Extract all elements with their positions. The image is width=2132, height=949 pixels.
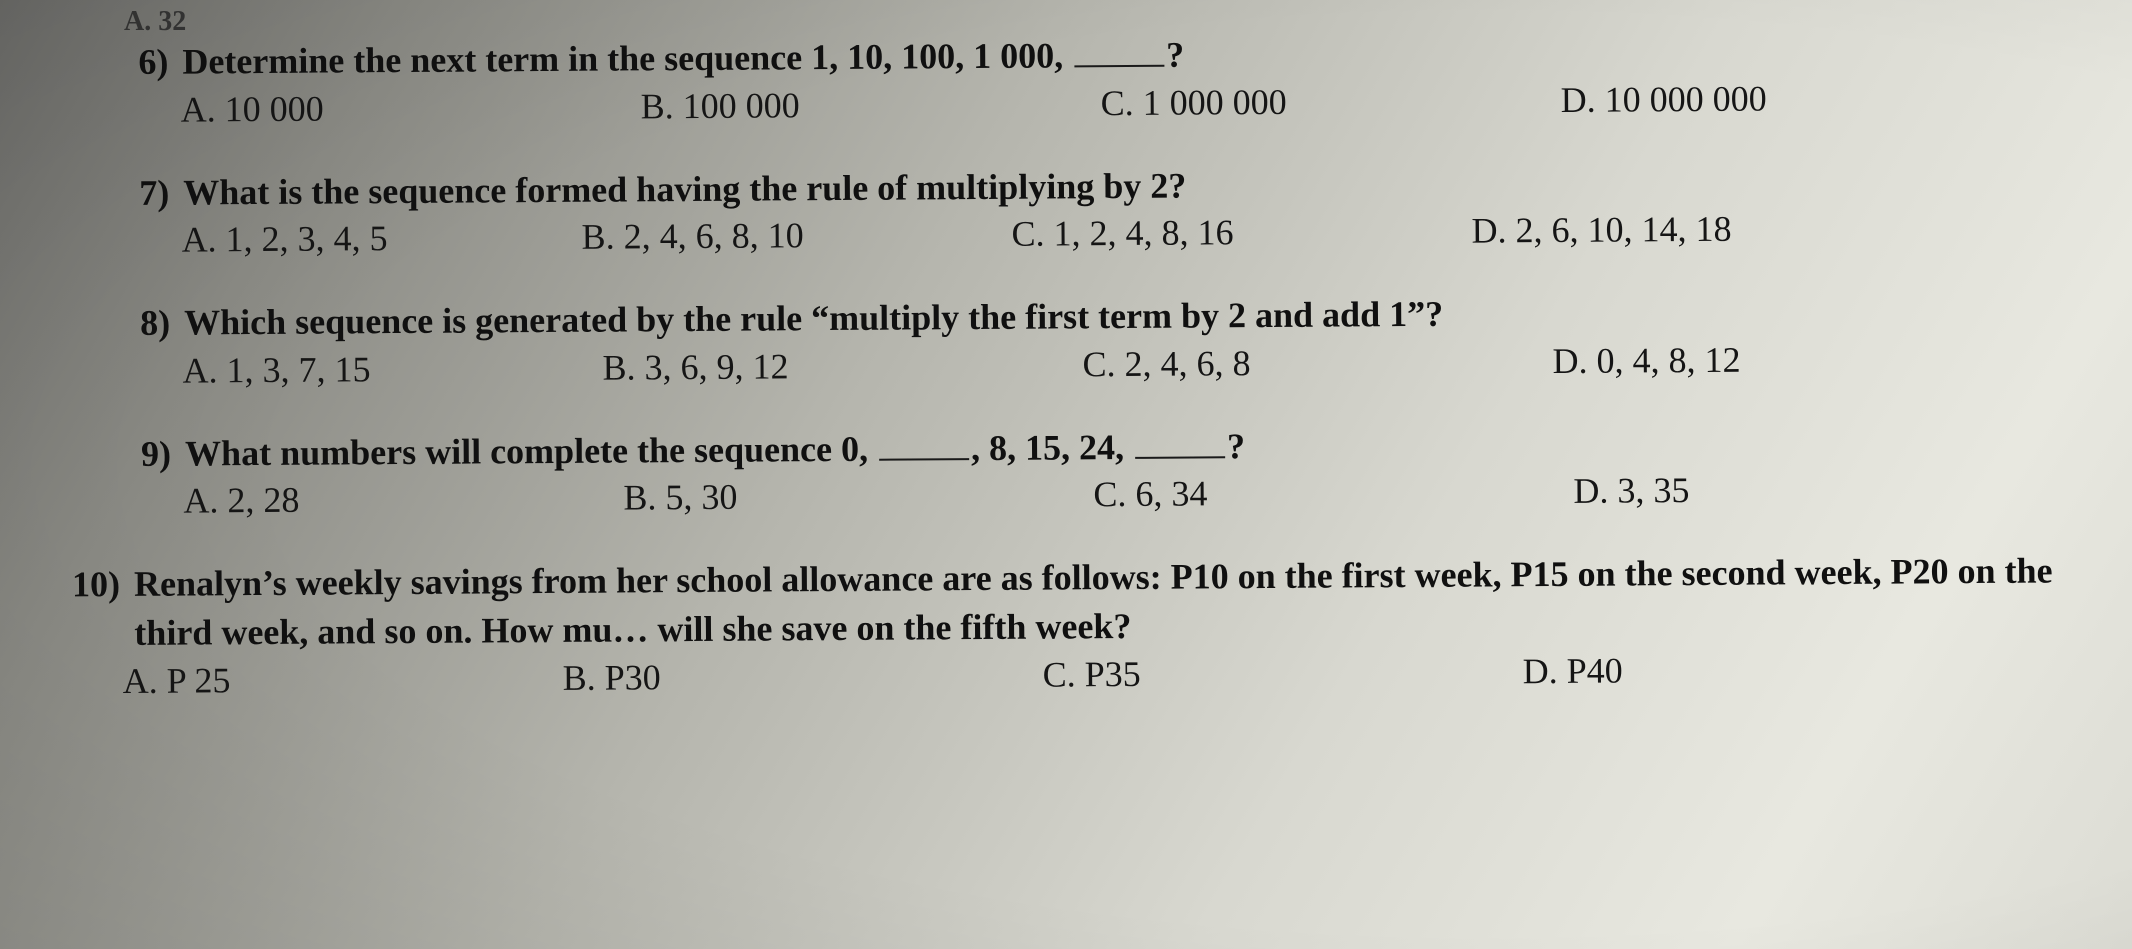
option-c: C. 1, 2, 4, 8, 16	[1011, 210, 1471, 255]
question-number: 8)	[122, 299, 170, 348]
option-text: 2, 4, 6, 8, 10	[623, 215, 803, 256]
option-label: C.	[1043, 654, 1076, 694]
question-text-post: ?	[1227, 426, 1245, 466]
option-b: B. 100 000	[641, 82, 1101, 127]
option-b: B. P30	[563, 653, 1043, 698]
option-d: D. 2, 6, 10, 14, 18	[1471, 206, 1951, 251]
option-label: D.	[1471, 211, 1506, 251]
option-label: C.	[1082, 344, 1115, 384]
option-d: D. 10 000 000	[1561, 75, 2021, 120]
option-label: B.	[641, 86, 674, 126]
option-text: 1, 2, 4, 8, 16	[1053, 212, 1233, 253]
option-c: C. 6, 34	[1093, 470, 1573, 515]
option-text: 100 000	[683, 85, 800, 126]
option-d: D. P40	[1523, 646, 2003, 691]
question-text-post: ?	[1166, 35, 1184, 75]
question-number: 6)	[120, 38, 168, 87]
option-c: C. 2, 4, 6, 8	[1082, 340, 1552, 385]
option-text: P30	[605, 657, 661, 697]
question-number: 10)	[60, 560, 120, 609]
option-c: C. 1 000 000	[1101, 79, 1561, 124]
option-text: 10 000	[225, 88, 324, 129]
option-d: D. 0, 4, 8, 12	[1552, 336, 2032, 381]
option-a: A. 2, 28	[183, 477, 623, 522]
option-label: C.	[1093, 474, 1126, 514]
question-text-mid: , 8, 15, 24,	[971, 427, 1133, 468]
option-label: B.	[623, 478, 656, 518]
question-text-pre: What numbers will complete the sequence …	[185, 429, 877, 474]
question-text-pre: Determine the next term in the sequence …	[182, 35, 1072, 81]
option-text: 0, 4, 8, 12	[1596, 339, 1740, 380]
option-text: 1, 3, 7, 15	[226, 349, 370, 390]
option-a: A. P 25	[123, 656, 563, 701]
option-label: A.	[182, 350, 217, 390]
option-a: A. 1, 2, 3, 4, 5	[181, 216, 581, 261]
option-label: D.	[1552, 341, 1587, 381]
question-9: 9) What numbers will complete the sequen…	[123, 416, 2124, 523]
worksheet-page: 6) Determine the next term in the sequen…	[120, 0, 2125, 740]
option-label: B.	[563, 657, 596, 697]
option-a: A. 1, 3, 7, 15	[182, 346, 602, 391]
question-7: 7) What is the sequence formed having th…	[121, 155, 2122, 262]
option-b: B. 2, 4, 6, 8, 10	[581, 213, 1011, 258]
option-text: 6, 34	[1135, 474, 1207, 515]
option-label: A.	[183, 481, 218, 521]
question-6: 6) Determine the next term in the sequen…	[120, 24, 2121, 131]
option-text: 1 000 000	[1143, 81, 1287, 122]
option-label: C.	[1101, 83, 1134, 123]
fill-blank	[1135, 424, 1225, 459]
option-label: B.	[581, 217, 614, 257]
question-8: 8) Which sequence is generated by the ru…	[122, 285, 2123, 392]
option-b: B. 5, 30	[623, 474, 1093, 519]
option-label: D.	[1561, 79, 1596, 119]
option-text: 3, 6, 9, 12	[644, 346, 788, 387]
option-a: A. 10 000	[181, 85, 641, 130]
option-d: D. 3, 35	[1573, 467, 2053, 512]
option-b: B. 3, 6, 9, 12	[602, 343, 1082, 388]
option-label: B.	[602, 347, 635, 387]
option-text: 1, 2, 3, 4, 5	[225, 218, 387, 259]
option-label: A.	[181, 89, 216, 129]
question-10: 10) Renalyn’s weekly savings from her sc…	[124, 546, 2125, 701]
question-text: Renalyn’s weekly savings from her school…	[134, 546, 2125, 657]
option-text: 2, 4, 6, 8	[1124, 343, 1250, 384]
option-text: 5, 30	[665, 477, 737, 518]
option-text: 2, 6, 10, 14, 18	[1515, 209, 1731, 251]
option-label: D.	[1573, 471, 1608, 511]
option-label: A.	[181, 220, 216, 260]
option-text: 10 000 000	[1605, 78, 1767, 119]
option-text: P40	[1567, 650, 1623, 690]
fill-blank	[1074, 32, 1164, 67]
option-label: D.	[1523, 651, 1558, 691]
option-text: P 25	[167, 660, 231, 700]
question-number: 7)	[121, 168, 169, 217]
question-number: 9)	[123, 429, 171, 478]
fill-blank	[879, 425, 969, 460]
option-text: P35	[1085, 653, 1141, 693]
option-text: 3, 35	[1617, 470, 1689, 511]
option-c: C. P35	[1043, 650, 1523, 695]
option-label: C.	[1011, 214, 1044, 254]
option-text: 2, 28	[227, 480, 299, 521]
option-label: A.	[123, 660, 158, 700]
